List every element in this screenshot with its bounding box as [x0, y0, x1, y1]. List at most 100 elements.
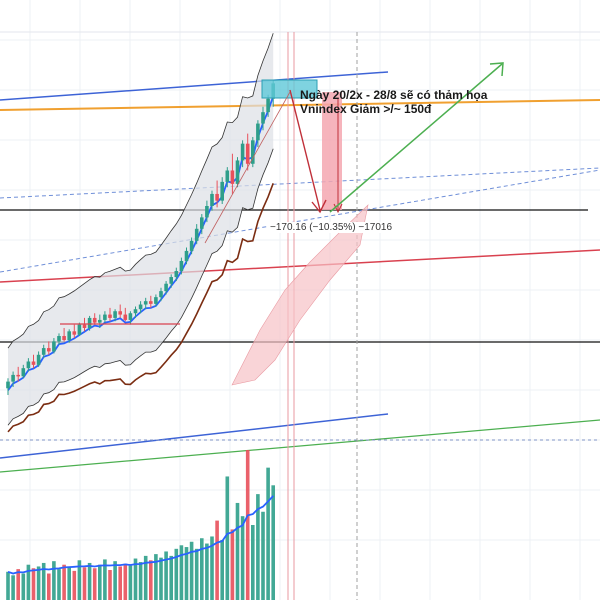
volume-bar: [87, 562, 92, 600]
volume-bar: [154, 554, 158, 600]
annotation-shapes: [60, 62, 504, 325]
candle-body: [103, 314, 107, 320]
target-zone-box: [261, 79, 318, 99]
volume-bar: [169, 555, 173, 600]
candle-body: [123, 314, 128, 320]
candle-body: [72, 331, 77, 335]
volume-bar: [189, 541, 194, 600]
candle-body: [200, 217, 204, 229]
volume-bar: [47, 573, 51, 600]
candle-body: [57, 336, 61, 342]
candle-body: [92, 317, 97, 323]
volume-bar: [220, 540, 224, 600]
volume-bar: [138, 562, 143, 600]
candle-body: [36, 354, 41, 365]
drop-arrow-line: [289, 89, 321, 211]
volume-bar: [149, 560, 153, 600]
volume-bar: [98, 564, 102, 600]
candle-body: [82, 324, 87, 328]
volume-bar: [26, 564, 31, 600]
candle-body: [143, 301, 148, 305]
candle-body: [245, 143, 250, 164]
candle-body: [108, 314, 112, 318]
candle-body: [26, 361, 31, 369]
drop-arrow-head: [311, 199, 327, 214]
volume-moving-average: [7, 495, 274, 575]
candle-body: [240, 143, 245, 161]
volume-bar: [261, 511, 265, 600]
volume-bar: [174, 548, 179, 600]
candle-body: [225, 170, 230, 182]
candle-body: [87, 317, 92, 328]
candle-body: [128, 313, 133, 320]
candle-body: [138, 304, 143, 310]
candle-body: [205, 206, 209, 218]
volume-bar: [21, 573, 26, 600]
recovery-arrow-head: [489, 62, 504, 77]
volume-bar: [251, 525, 255, 600]
volume-bar: [133, 558, 138, 600]
volume-bar: [159, 557, 163, 600]
candle-body: [47, 348, 51, 352]
trend-guide-line: [204, 91, 291, 244]
volume-bar: [225, 476, 230, 600]
volume-bar: [123, 563, 128, 600]
candle-body: [113, 311, 117, 318]
drop-range-bar: [322, 92, 342, 210]
candle-body: [230, 170, 235, 184]
volume-bar: [266, 467, 270, 600]
volume-bar: [36, 566, 41, 600]
candle-body: [16, 374, 20, 377]
volume-bar: [205, 543, 209, 600]
volume-bar: [113, 561, 117, 600]
candle-body: [118, 311, 122, 315]
candle-body: [6, 381, 10, 389]
volume-bar: [256, 494, 260, 600]
candle-body: [31, 361, 36, 365]
candle-body: [52, 341, 56, 352]
annotation-line-1: Ngày 20/2x - 28/8 sẽ có thảm họa: [300, 88, 488, 102]
candle-body: [194, 228, 199, 241]
volume-bar: [52, 561, 56, 600]
candle-body: [77, 324, 82, 335]
candle-body: [62, 336, 66, 341]
volume-bar: [245, 450, 250, 600]
dashed-trend-2: [0, 167, 600, 199]
candle-body: [235, 160, 240, 184]
volume-bar: [62, 564, 66, 600]
volume-bar: [210, 536, 214, 600]
volume-bar: [16, 569, 20, 600]
candle-body: [164, 283, 168, 292]
volume-bar: [92, 568, 97, 600]
candle-body: [169, 277, 173, 284]
candle-body: [174, 271, 179, 278]
volume-bar: [240, 516, 245, 600]
volume-bar: [200, 538, 204, 600]
volume-bar: [235, 502, 240, 600]
volume-bar: [6, 571, 10, 600]
volume-bar: [230, 529, 235, 600]
volume-bar: [41, 562, 46, 600]
volume-bar: [108, 570, 112, 600]
candle-body: [21, 368, 26, 377]
candle-body: [41, 348, 46, 355]
candle-body: [98, 319, 102, 323]
candle-body: [189, 240, 194, 251]
dashed-trend-1: [0, 169, 600, 273]
bottom-channel-blue: [0, 413, 389, 459]
candle-body: [261, 112, 265, 124]
drop-measure-label: −170.16 (−10.35%) −17016: [268, 222, 395, 233]
candle-body: [159, 291, 163, 298]
volume-bar: [179, 545, 184, 600]
volume-bars: [6, 450, 275, 600]
volume-bar: [164, 551, 168, 600]
bottom-channel-green: [0, 419, 600, 473]
volume-bar: [128, 565, 133, 600]
volume-bar: [184, 547, 189, 600]
candle-body: [133, 309, 138, 314]
volume-bar: [118, 566, 122, 600]
candle-body: [251, 140, 255, 164]
slow-moving-average: [7, 183, 274, 433]
